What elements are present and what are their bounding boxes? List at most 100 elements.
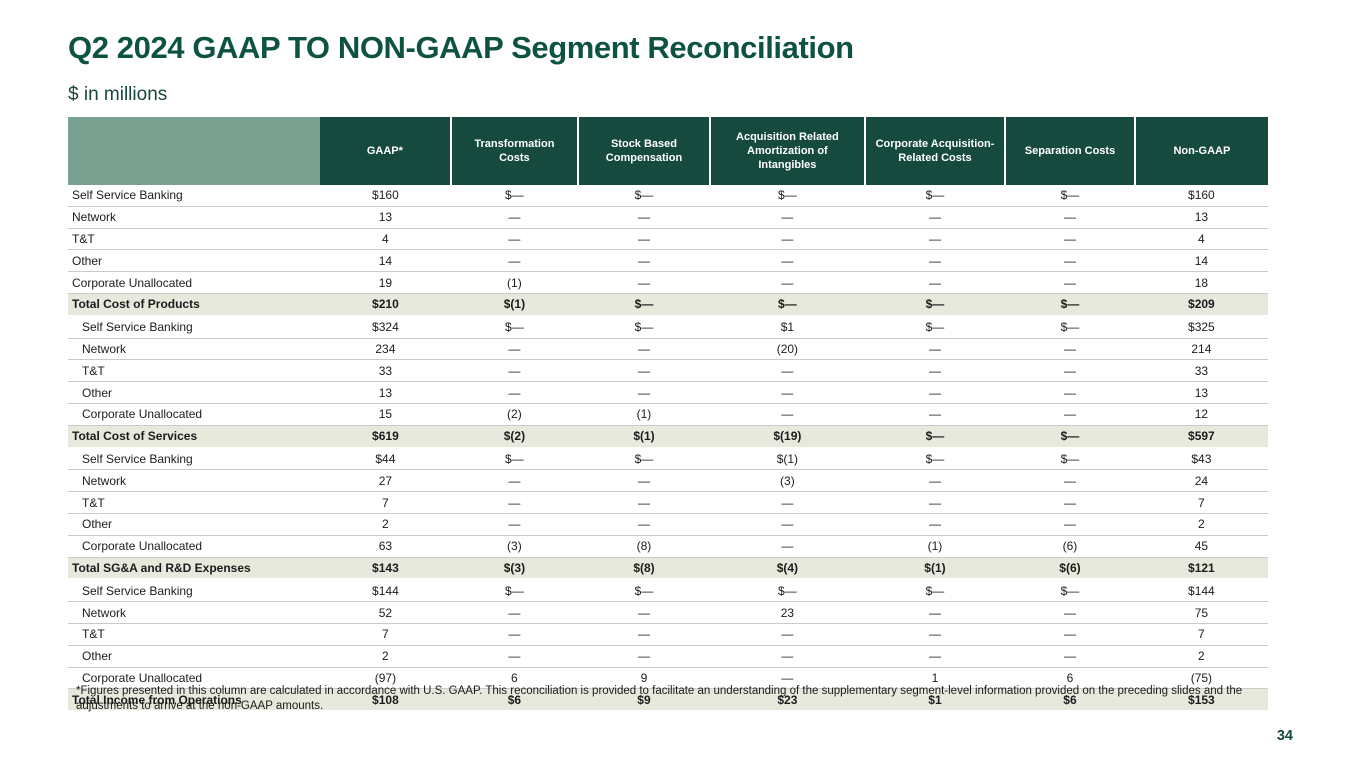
table-row: Network 27— — (3) — —24 (68, 469, 1268, 493)
cell-value: — (450, 601, 578, 624)
total-value: $(6) (1005, 557, 1135, 581)
cell-value: $— (577, 447, 710, 471)
cell-value: 33 (1134, 359, 1268, 383)
row-label: Other (68, 645, 320, 668)
total-value: $108 (320, 688, 451, 713)
cell-value: $— (450, 185, 578, 207)
total-value: $9 (577, 688, 710, 713)
cell-value: — (577, 623, 710, 646)
row-label: Corporate Unallocated (68, 271, 320, 294)
cell-value: $— (577, 579, 710, 603)
cell-value: — (864, 228, 1006, 251)
row-label: Network (68, 338, 320, 361)
cell-value: — (577, 513, 710, 536)
cell-value: — (709, 513, 865, 536)
table-row: Corporate Unallocated 15 (2) (1) — — —12 (68, 403, 1268, 426)
cell-value: — (450, 645, 578, 668)
total-label: Total Cost of Products (68, 293, 320, 317)
cell-value: 7 (320, 491, 451, 514)
row-label: Network (68, 601, 320, 624)
cell-value: $— (450, 579, 578, 603)
cell-value: — (577, 469, 710, 493)
total-value: $(4) (709, 557, 865, 581)
row-label: Other (68, 513, 320, 536)
table-row: Self Service Banking $144 $— $— $— $— $— $144 (68, 579, 1268, 603)
row-label: Network (68, 206, 320, 229)
cell-value: (1) (450, 271, 578, 294)
cell-value: $— (864, 447, 1006, 471)
cell-value: $— (1005, 185, 1135, 207)
cell-value: $— (864, 185, 1006, 207)
table-row: Corporate Unallocated 63 (3) (8) — (1) (6) 45 (68, 535, 1268, 558)
cell-value: $44 (320, 447, 451, 471)
cell-value: 45 (1134, 535, 1268, 558)
total-row: Total Cost of Products $210 $(1) $— $— $— $— $2… (68, 293, 1268, 317)
total-value: $1 (864, 688, 1006, 713)
cell-value: $— (450, 447, 578, 471)
row-label: Corporate Unallocated (68, 535, 320, 558)
cell-value: — (1005, 228, 1135, 251)
table-row: Network 234— — (20) — —214 (68, 338, 1268, 361)
total-value: $(3) (450, 557, 578, 581)
table-row: Other 2— — — — —2 (68, 513, 1268, 536)
row-label: Self Service Banking (68, 579, 320, 603)
cell-value: — (709, 206, 865, 229)
row-label: T&T (68, 359, 320, 383)
row-label: Corporate Unallocated (68, 403, 320, 426)
page-title: Q2 2024 GAAP TO NON-GAAP Segment Reconci… (68, 30, 854, 65)
cell-value: — (450, 338, 578, 361)
total-value: $6 (1005, 688, 1135, 713)
total-value: $— (709, 293, 865, 317)
cell-value: — (450, 513, 578, 536)
cell-value: $— (577, 185, 710, 207)
cell-value: — (864, 271, 1006, 294)
cell-value: $— (1005, 447, 1135, 471)
reconciliation-table: GAAP* Transformation Costs Stock Based C… (68, 117, 1268, 713)
table-row: T&T 7— — — — —7 (68, 491, 1268, 514)
cell-value: — (577, 381, 710, 404)
cell-value: 23 (709, 601, 865, 624)
cell-value: $— (709, 185, 865, 207)
cell-value: $— (577, 315, 710, 339)
cell-value: — (1005, 513, 1135, 536)
cell-value: — (709, 623, 865, 646)
total-label: Total Cost of Services (68, 425, 320, 449)
cell-value: — (864, 403, 1006, 426)
total-value: $(19) (709, 425, 865, 449)
cell-value: — (1005, 206, 1135, 229)
cell-value: (3) (709, 469, 865, 493)
cell-value: 13 (320, 381, 451, 404)
cell-value: — (1005, 338, 1135, 361)
table-row: Other 14— — — — —14 (68, 249, 1268, 273)
cell-value: — (577, 359, 710, 383)
cell-value: 63 (320, 535, 451, 558)
total-label: Total SG&A and R&D Expenses (68, 557, 320, 581)
cell-value: — (577, 271, 710, 294)
cell-value: — (709, 249, 865, 273)
cell-value: 6 (450, 667, 578, 690)
cell-value: — (709, 271, 865, 294)
cell-value: 13 (1134, 381, 1268, 404)
cell-value: $— (1005, 315, 1135, 339)
cell-value: 2 (320, 513, 451, 536)
cell-value: — (1005, 601, 1135, 624)
footnote: *Figures presented in this column are ca… (76, 685, 1243, 712)
cell-value: 214 (1134, 338, 1268, 361)
row-label: Self Service Banking (68, 315, 320, 339)
cell-value: 12 (1134, 403, 1268, 426)
cell-value: — (709, 403, 865, 426)
cell-value: — (1005, 491, 1135, 514)
cell-value: — (709, 359, 865, 383)
cell-value: — (709, 667, 865, 690)
cell-value: — (864, 381, 1006, 404)
row-label: T&T (68, 228, 320, 251)
cell-value: — (1005, 645, 1135, 668)
header-non-gaap: Non-GAAP (1133, 117, 1268, 185)
cell-value: — (450, 491, 578, 514)
cell-value: — (864, 491, 1006, 514)
cell-value: — (864, 359, 1006, 383)
header-blank-cell (68, 117, 320, 185)
cell-value: 27 (320, 469, 451, 493)
cell-value: (1) (577, 403, 710, 426)
table-row: Corporate Unallocated 19 (1) — — — —18 (68, 271, 1268, 294)
